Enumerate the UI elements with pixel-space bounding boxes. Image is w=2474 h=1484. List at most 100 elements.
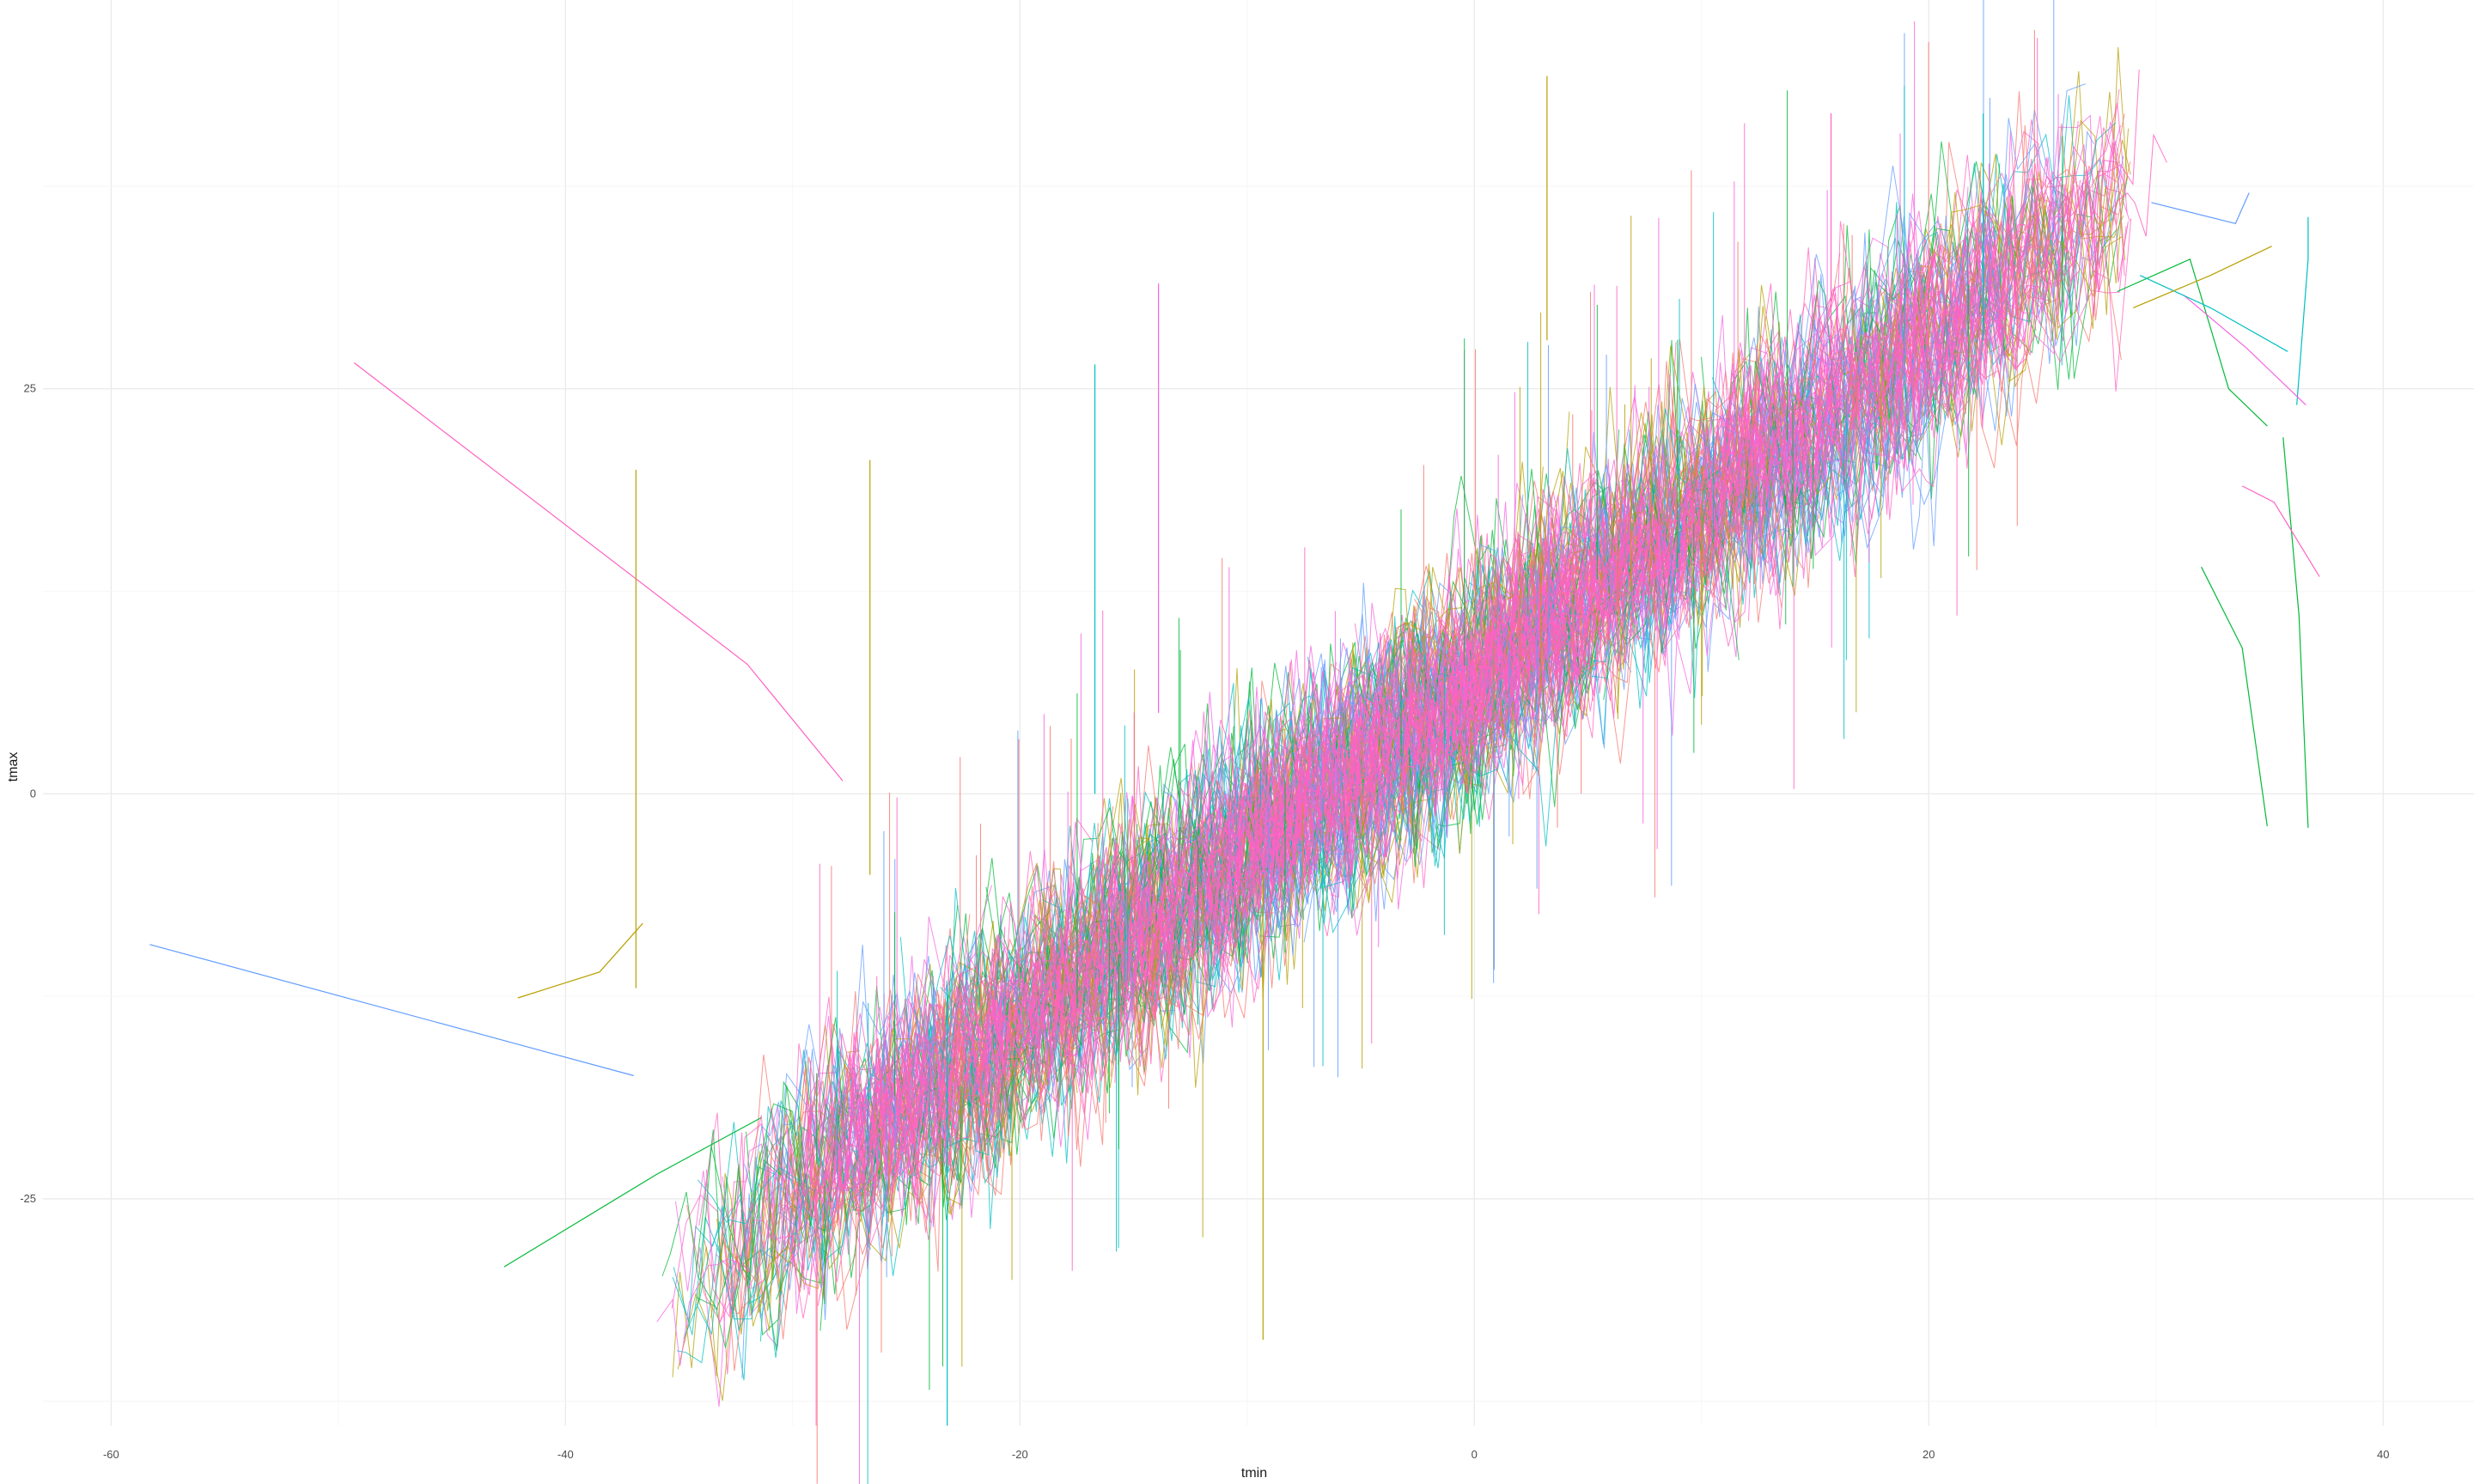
series-line <box>1280 663 1439 883</box>
series-line <box>1746 399 1816 511</box>
outlier-series-line <box>2139 275 2288 352</box>
outlier-series-line <box>503 1117 762 1268</box>
series-line <box>1773 224 2002 466</box>
data-lines <box>656 46 2167 1407</box>
series-line <box>1738 350 1856 521</box>
series-line <box>940 813 1273 1195</box>
series-line <box>991 837 1175 1079</box>
series-line <box>1064 800 1277 1056</box>
outlier-series-line <box>2282 437 2309 828</box>
series-line <box>676 1205 756 1364</box>
series-line <box>1905 261 1970 418</box>
outlier-series-line <box>2183 294 2306 406</box>
series-line <box>914 927 1006 1168</box>
series-line <box>1191 659 1320 876</box>
series-line <box>1880 160 2125 434</box>
series-line <box>1323 606 1548 900</box>
series-line <box>1771 244 1986 502</box>
series-line <box>1472 494 1681 702</box>
series-line <box>795 1052 935 1271</box>
x-tick-label: 20 <box>1923 1448 1935 1461</box>
outlier-lines <box>149 192 2320 1268</box>
series-line <box>1575 362 1768 662</box>
series-line <box>1350 672 1469 759</box>
x-axis-ticks: -60 -40 -20 0 20 40 <box>103 1448 2389 1461</box>
y-tick-label: -25 <box>20 1192 36 1205</box>
y-tick-label: 0 <box>30 787 36 800</box>
series-line <box>811 1080 880 1231</box>
series-line <box>859 890 1198 1276</box>
x-tick-label: -60 <box>103 1448 119 1461</box>
series-line <box>1849 331 1971 556</box>
outlier-series-line <box>2296 216 2309 405</box>
series-line <box>1716 401 1811 570</box>
series-line <box>677 1134 832 1402</box>
x-tick-label: 40 <box>2377 1448 2389 1461</box>
series-line <box>895 711 1222 1142</box>
series-line <box>993 818 1094 1008</box>
series-line <box>1752 119 2060 533</box>
series-line <box>759 1049 930 1342</box>
y-axis-ticks: -25 0 25 <box>20 382 36 1205</box>
outlier-series-line <box>2241 485 2320 577</box>
series-line <box>1120 805 1259 982</box>
x-tick-label: -40 <box>558 1448 574 1461</box>
series-line <box>1119 864 1235 985</box>
series-line <box>1402 531 1574 750</box>
outlier-series-line <box>2151 192 2250 225</box>
series-line <box>798 1033 891 1232</box>
series-line <box>1793 227 1989 433</box>
series-line <box>1890 176 2074 404</box>
series-line <box>833 956 1043 1217</box>
y-tick-label: 25 <box>24 382 36 395</box>
series-line <box>795 1039 909 1197</box>
x-tick-label: -20 <box>1012 1448 1028 1461</box>
outlier-series-line <box>2201 566 2268 827</box>
outlier-series-line <box>149 944 634 1077</box>
series-line <box>1619 477 1689 581</box>
series-line <box>875 965 1023 1226</box>
series-line <box>1237 672 1353 919</box>
series-line <box>1084 851 1182 982</box>
series-line <box>830 1051 909 1199</box>
series-line <box>1323 639 1428 867</box>
series-line <box>1618 201 2000 619</box>
y-axis-title: tmax <box>6 752 21 782</box>
series-line <box>1239 657 1382 858</box>
series-line <box>939 892 1106 1122</box>
series-line <box>1681 301 1838 589</box>
outlier-series-line <box>353 362 844 782</box>
outlier-series-line <box>2117 258 2268 427</box>
series-line <box>973 730 1228 1082</box>
series-line <box>1195 743 1343 915</box>
series-line <box>1234 716 1357 875</box>
series-line <box>1313 642 1498 835</box>
series-line <box>1674 305 1880 559</box>
series-line <box>1843 102 2128 515</box>
series-line <box>1171 701 1380 937</box>
series-line <box>1258 680 1449 954</box>
grid-lines <box>43 0 2474 1426</box>
series-line <box>661 1080 844 1311</box>
series-line <box>1435 577 1534 723</box>
series-line <box>1234 622 1460 898</box>
series-line <box>817 995 945 1306</box>
series-line <box>1948 121 2124 454</box>
series-line <box>971 709 1338 1156</box>
series-line <box>1946 176 2074 363</box>
series-line <box>1825 83 2087 390</box>
series-line <box>1216 682 1359 947</box>
series-line <box>1623 317 1860 598</box>
series-line <box>990 819 1222 1137</box>
series-line <box>1795 223 1973 465</box>
outlier-series-line <box>517 922 643 999</box>
series-line <box>656 1007 919 1366</box>
series-line <box>1026 770 1266 1080</box>
series-line <box>1263 485 1586 916</box>
series-line <box>985 850 1191 1086</box>
series-line <box>1003 940 1118 1050</box>
series-line <box>1253 625 1432 901</box>
series-line <box>1371 476 1709 819</box>
series-line <box>1740 251 1919 529</box>
